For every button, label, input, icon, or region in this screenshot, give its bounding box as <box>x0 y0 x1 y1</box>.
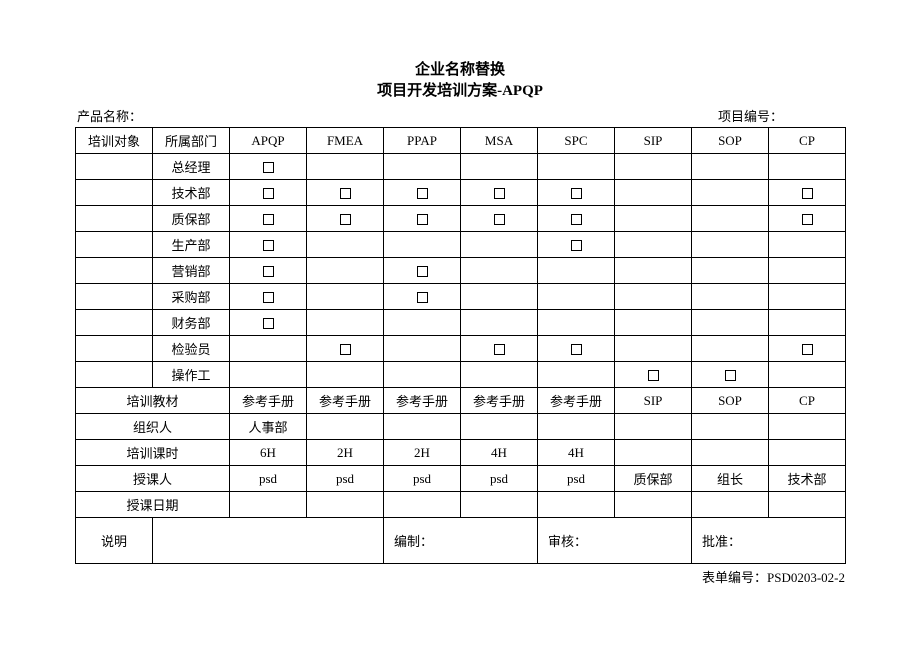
table-header-row: 培训对象 所属部门 APQP FMEA PPAP MSA SPC SIP SOP… <box>76 128 846 154</box>
hours-row: 培训课时 6H2H2H4H 4H <box>76 440 846 466</box>
doc-title: 项目开发培训方案-APQP <box>75 81 845 102</box>
organizer-row: 组织人 人事部 <box>76 414 846 440</box>
checkbox-icon <box>802 188 813 199</box>
desc-label: 说明 <box>76 518 153 564</box>
checkbox-icon <box>263 240 274 251</box>
compile-label: 编制： <box>384 518 538 564</box>
checkbox-icon <box>340 188 351 199</box>
table-row: 生产部 <box>76 232 846 258</box>
col-ppap: PPAP <box>384 128 461 154</box>
project-id-label: 项目编号： <box>718 106 783 125</box>
table-row: 操作工 <box>76 362 846 388</box>
col-sip: SIP <box>615 128 692 154</box>
company-title: 企业名称替换 <box>75 60 845 81</box>
checkbox-icon <box>263 318 274 329</box>
form-id: 表单编号：PSD0203-02-2 <box>75 567 845 586</box>
col-cp: CP <box>769 128 846 154</box>
col-fmea: FMEA <box>307 128 384 154</box>
checkbox-icon <box>263 188 274 199</box>
checkbox-icon <box>340 344 351 355</box>
checkbox-icon <box>263 162 274 173</box>
col-spc: SPC <box>538 128 615 154</box>
approve-label: 批准： <box>692 518 846 564</box>
description-row: 说明 编制： 审核： 批准： <box>76 518 846 564</box>
date-row: 授课日期 <box>76 492 846 518</box>
table-row: 财务部 <box>76 310 846 336</box>
table-row: 营销部 <box>76 258 846 284</box>
col-sop: SOP <box>692 128 769 154</box>
checkbox-icon <box>494 214 505 225</box>
checkbox-icon <box>571 188 582 199</box>
col-obj: 培训对象 <box>76 128 153 154</box>
col-apqp: APQP <box>230 128 307 154</box>
material-row: 培训教材 参考手册参考手册参考手册参考手册 参考手册SIPSOPCP <box>76 388 846 414</box>
checkbox-icon <box>494 188 505 199</box>
table-row: 技术部 <box>76 180 846 206</box>
checkbox-icon <box>417 292 428 303</box>
checkbox-icon <box>417 188 428 199</box>
training-plan-table: 培训对象 所属部门 APQP FMEA PPAP MSA SPC SIP SOP… <box>75 127 846 564</box>
review-label: 审核： <box>538 518 692 564</box>
col-msa: MSA <box>461 128 538 154</box>
table-row: 质保部 <box>76 206 846 232</box>
table-row: 总经理 <box>76 154 846 180</box>
col-dept: 所属部门 <box>153 128 230 154</box>
checkbox-icon <box>263 266 274 277</box>
checkbox-icon <box>571 214 582 225</box>
checkbox-icon <box>725 370 736 381</box>
checkbox-icon <box>494 344 505 355</box>
checkbox-icon <box>802 344 813 355</box>
lecturer-row: 授课人 psdpsdpsdpsd psd质保部组长技术部 <box>76 466 846 492</box>
table-row: 采购部 <box>76 284 846 310</box>
table-row: 检验员 <box>76 336 846 362</box>
checkbox-icon <box>802 214 813 225</box>
checkbox-icon <box>648 370 659 381</box>
checkbox-icon <box>417 214 428 225</box>
checkbox-icon <box>571 240 582 251</box>
product-name-label: 产品名称： <box>77 106 142 125</box>
checkbox-icon <box>571 344 582 355</box>
checkbox-icon <box>263 214 274 225</box>
checkbox-icon <box>263 292 274 303</box>
checkbox-icon <box>340 214 351 225</box>
checkbox-icon <box>417 266 428 277</box>
